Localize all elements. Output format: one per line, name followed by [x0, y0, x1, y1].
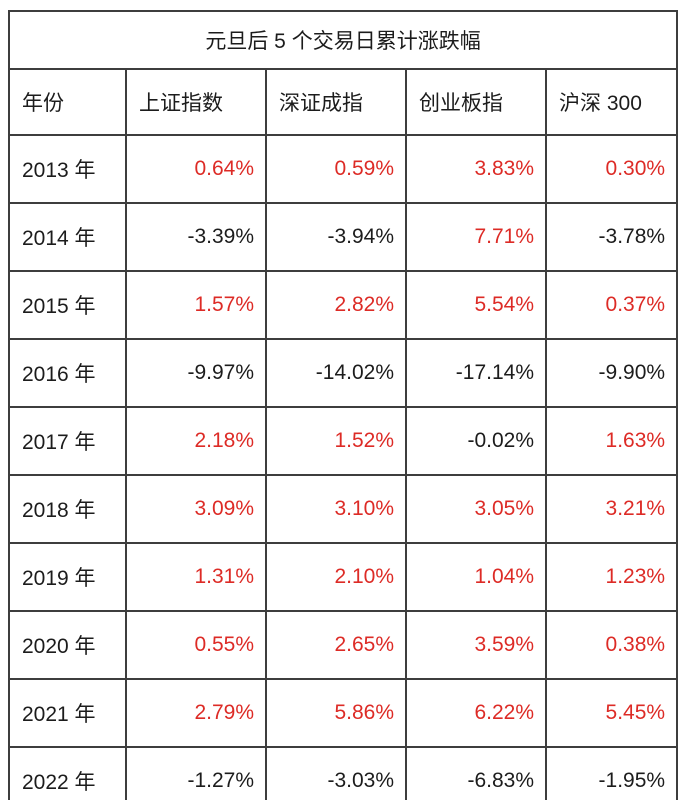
value-cell: 0.37%: [544, 270, 679, 340]
value-cell: 7.71%: [405, 202, 547, 272]
value-cell: -9.90%: [544, 338, 679, 408]
value-cell: 0.30%: [544, 134, 679, 204]
value-cell: 3.10%: [265, 474, 407, 544]
header-row: 年份 上证指数 深证成指 创业板指 沪深 300: [8, 68, 679, 136]
value-cell: -3.78%: [544, 202, 679, 272]
table-row: 2022 年 -1.27% -3.03% -6.83% -1.95%: [8, 746, 679, 800]
value-cell: -1.95%: [544, 746, 679, 800]
value-cell: -1.27%: [125, 746, 267, 800]
value-cell: 5.45%: [544, 678, 679, 748]
value-cell: 3.05%: [405, 474, 547, 544]
value-cell: -9.97%: [125, 338, 267, 408]
value-cell: 0.38%: [544, 610, 679, 680]
value-cell: 2.10%: [265, 542, 407, 612]
value-cell: -17.14%: [405, 338, 547, 408]
title-row: 元旦后 5 个交易日累计涨跌幅: [7, 10, 679, 70]
value-cell: 1.57%: [125, 270, 267, 340]
value-cell: 6.22%: [405, 678, 547, 748]
table-row: 2020 年 0.55% 2.65% 3.59% 0.38%: [8, 610, 679, 680]
year-cell: 2021 年: [8, 678, 127, 748]
value-cell: 3.59%: [405, 610, 547, 680]
value-cell: 2.79%: [125, 678, 267, 748]
year-cell: 2022 年: [8, 746, 127, 800]
value-cell: 1.31%: [125, 542, 267, 612]
table-row: 2016 年 -9.97% -14.02% -17.14% -9.90%: [8, 338, 679, 408]
year-cell: 2014 年: [8, 202, 127, 272]
table-row: 2015 年 1.57% 2.82% 5.54% 0.37%: [8, 270, 679, 340]
year-cell: 2015 年: [8, 270, 127, 340]
value-cell: 3.21%: [544, 474, 679, 544]
year-cell: 2019 年: [8, 542, 127, 612]
value-cell: 3.09%: [125, 474, 267, 544]
value-cell: 5.86%: [265, 678, 407, 748]
value-cell: 3.83%: [405, 134, 547, 204]
year-cell: 2017 年: [8, 406, 127, 476]
value-cell: 1.63%: [544, 406, 679, 476]
table-row: 2014 年 -3.39% -3.94% 7.71% -3.78%: [8, 202, 679, 272]
column-header: 创业板指: [405, 68, 547, 136]
value-cell: 2.18%: [125, 406, 267, 476]
value-cell: 1.04%: [405, 542, 547, 612]
value-cell: -3.03%: [265, 746, 407, 800]
value-cell: -0.02%: [405, 406, 547, 476]
table-row: 2018 年 3.09% 3.10% 3.05% 3.21%: [8, 474, 679, 544]
column-header: 上证指数: [125, 68, 267, 136]
value-cell: -14.02%: [265, 338, 407, 408]
returns-table: 元旦后 5 个交易日累计涨跌幅 年份 上证指数 深证成指 创业板指 沪深 300 201…: [7, 10, 679, 800]
column-header: 年份: [8, 68, 127, 136]
value-cell: 1.52%: [265, 406, 407, 476]
value-cell: 2.82%: [265, 270, 407, 340]
value-cell: 1.23%: [544, 542, 679, 612]
column-header: 沪深 300: [544, 68, 679, 136]
table-row: 2017 年 2.18% 1.52% -0.02% 1.63%: [8, 406, 679, 476]
value-cell: -3.39%: [125, 202, 267, 272]
table-body: 2013 年 0.64% 0.59% 3.83% 0.30% 2014 年 -3.39% -3…: [8, 134, 679, 800]
year-cell: 2016 年: [8, 338, 127, 408]
value-cell: 0.59%: [265, 134, 407, 204]
value-cell: 0.55%: [125, 610, 267, 680]
year-cell: 2013 年: [8, 134, 127, 204]
value-cell: 2.65%: [265, 610, 407, 680]
column-header: 深证成指: [265, 68, 407, 136]
table-title: 元旦后 5 个交易日累计涨跌幅: [7, 10, 679, 70]
table-row: 2013 年 0.64% 0.59% 3.83% 0.30%: [8, 134, 679, 204]
value-cell: -3.94%: [265, 202, 407, 272]
table-row: 2021 年 2.79% 5.86% 6.22% 5.45%: [8, 678, 679, 748]
value-cell: -6.83%: [405, 746, 547, 800]
value-cell: 5.54%: [405, 270, 547, 340]
value-cell: 0.64%: [125, 134, 267, 204]
table-row: 2019 年 1.31% 2.10% 1.04% 1.23%: [8, 542, 679, 612]
year-cell: 2018 年: [8, 474, 127, 544]
year-cell: 2020 年: [8, 610, 127, 680]
